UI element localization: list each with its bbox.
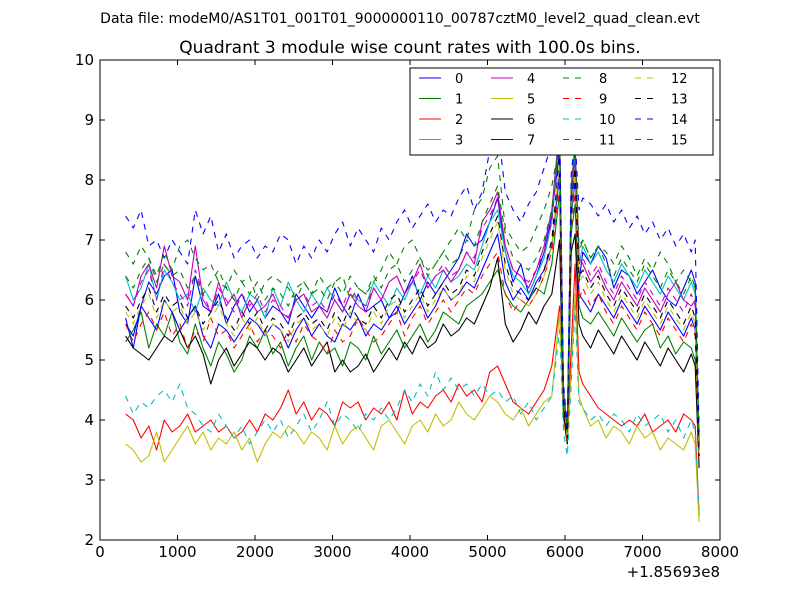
series-line-11	[125, 137, 700, 451]
series-line-12	[125, 161, 700, 457]
legend-label-1: 1	[455, 93, 463, 108]
series-line-10	[125, 305, 700, 511]
series-line-5	[125, 293, 700, 523]
y-tick-label: 3	[84, 471, 94, 489]
y-tick-label: 5	[84, 351, 94, 369]
series-line-2	[125, 263, 700, 517]
legend-label-6: 6	[527, 113, 535, 128]
legend-label-14: 14	[671, 113, 688, 128]
x-tick-label: 2000	[236, 543, 274, 561]
y-tick-label: 4	[84, 411, 94, 429]
x-offset-label: +1.85693e8	[627, 563, 720, 581]
legend-label-11: 11	[599, 134, 616, 149]
x-tick-label: 8000	[701, 543, 739, 561]
figure-suptitle: Data file: modeM0/AS1T01_001T01_90000001…	[100, 11, 700, 27]
legend-label-7: 7	[527, 134, 535, 149]
series-line-0	[125, 149, 700, 445]
series-layer	[125, 125, 700, 523]
y-tick-label: 8	[84, 171, 94, 189]
legend-label-4: 4	[527, 72, 535, 87]
series-line-4	[125, 125, 700, 451]
x-tick-label: 3000	[313, 543, 351, 561]
legend-label-2: 2	[455, 113, 463, 128]
series-line-13	[125, 155, 700, 457]
legend-label-9: 9	[599, 93, 607, 108]
x-tick-label: 5000	[468, 543, 506, 561]
x-tick-label: 4000	[391, 543, 429, 561]
series-line-1	[125, 191, 700, 451]
legend-label-8: 8	[599, 72, 607, 87]
legend-label-12: 12	[671, 72, 688, 87]
legend-label-15: 15	[671, 134, 688, 149]
legend-label-10: 10	[599, 113, 616, 128]
legend-label-0: 0	[455, 72, 463, 87]
series-line-8	[125, 143, 700, 439]
y-tick-label: 9	[84, 111, 94, 129]
series-line-6	[125, 233, 700, 469]
legend-label-13: 13	[671, 93, 688, 108]
x-tick-label: 0	[95, 543, 105, 561]
chart-title: Quadrant 3 module wise count rates with …	[179, 38, 640, 58]
x-tick-label: 6000	[546, 543, 584, 561]
legend-label-3: 3	[455, 134, 463, 149]
y-tick-label: 10	[75, 51, 94, 69]
series-line-14	[125, 125, 700, 433]
legend-box	[409, 67, 714, 156]
series-line-9	[125, 185, 700, 463]
x-tick-label: 7000	[623, 543, 661, 561]
legend-label-5: 5	[527, 93, 535, 108]
y-tick-label: 7	[84, 231, 94, 249]
x-tick-label: 1000	[158, 543, 196, 561]
series-line-15	[125, 137, 700, 445]
y-tick-label: 2	[84, 531, 94, 549]
ticks-layer: 0 1000 2000 3000 4000 5000 6000 7000 8000 2 3 4 5 6 7 8…	[75, 51, 739, 561]
y-tick-label: 6	[84, 291, 94, 309]
